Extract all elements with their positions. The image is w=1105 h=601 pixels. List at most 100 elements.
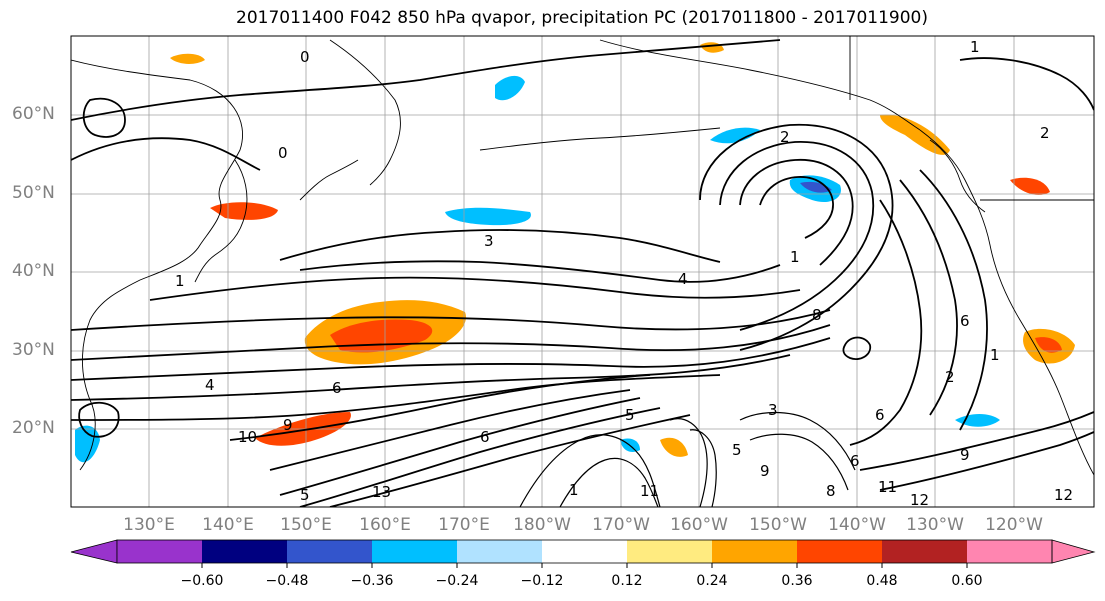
contour-label: 6 — [875, 406, 885, 424]
colorbar-tick-label: −0.12 — [520, 573, 564, 589]
precip-blob-alaska-coast — [880, 114, 950, 155]
contour-west-blob — [78, 401, 120, 438]
lat-label: 50°N — [12, 183, 55, 203]
coast-japan — [194, 159, 248, 283]
contour-label: 13 — [372, 483, 391, 501]
lon-label: 130°E — [123, 515, 175, 535]
contour-label: 4 — [678, 270, 688, 288]
contour-label: 6 — [332, 379, 342, 397]
trop-1 — [519, 434, 661, 507]
lon-label: 180°W — [513, 515, 571, 535]
contour-c2 — [71, 137, 261, 171]
precip-blob-california-core — [1035, 337, 1062, 353]
contour-label: 3 — [484, 232, 494, 250]
lat-label: 40°N — [12, 261, 55, 281]
trop-4 — [689, 429, 717, 507]
coastlines — [71, 36, 1094, 476]
colorbar-tick-label: −0.24 — [435, 573, 479, 589]
contour-label: 2 — [945, 368, 955, 386]
contour-label: 0 — [278, 144, 288, 162]
precip-blob-bc — [1010, 177, 1050, 195]
colorbar-tick-label: −0.60 — [180, 573, 224, 589]
contour-c13 — [279, 397, 641, 496]
contour-label: 12 — [910, 491, 929, 509]
trop-6 — [749, 433, 849, 491]
contour-label: 9 — [960, 446, 970, 464]
contour-swirl-4 — [759, 176, 834, 239]
contour-south-east — [859, 411, 1094, 471]
colorbar-bin — [797, 540, 882, 563]
colorbar-tick-label: −0.36 — [350, 573, 394, 589]
contour-label: 1 — [790, 248, 800, 266]
contour-label: 6 — [850, 452, 860, 470]
contour-label: 6 — [480, 428, 490, 446]
contour-label: 1 — [990, 346, 1000, 364]
contour-label: 5 — [300, 486, 310, 504]
colorbar-tick-label: 0.24 — [696, 573, 728, 589]
contour-label: 8 — [812, 306, 822, 324]
tropical-contours — [519, 411, 856, 507]
trop-2 — [559, 457, 659, 507]
contour-swirl-2 — [719, 141, 875, 331]
trop-5 — [739, 411, 856, 471]
lon-label: 140°E — [202, 515, 254, 535]
lon-label: 170°W — [592, 515, 650, 535]
contour-label: 12 — [1054, 486, 1073, 504]
colorbar-bin — [542, 540, 627, 563]
colorbar-bin — [712, 540, 797, 563]
lon-label: 130°W — [906, 515, 964, 535]
colorbar-left-arrow — [70, 539, 118, 564]
precip-blob-japan — [210, 202, 278, 220]
lat-label: 20°N — [12, 418, 55, 438]
contour-label: 3 — [768, 401, 778, 419]
lat-label: 60°N — [12, 104, 55, 124]
precip-blob-west — [75, 425, 100, 463]
contour-swirl-3 — [739, 159, 854, 266]
contour-east-loop — [849, 199, 923, 446]
colorbar-outline — [116, 539, 1053, 564]
contour-c10 — [71, 374, 721, 421]
colorbar-bin — [627, 540, 712, 563]
lon-label: 120°W — [985, 515, 1043, 535]
contour-label: 4 — [205, 376, 215, 394]
contour-east-loop-3 — [919, 169, 988, 431]
map-frame — [70, 35, 1095, 508]
contour-c9 — [71, 354, 791, 401]
contour-label: 1 — [569, 481, 579, 499]
lon-label: 150°W — [749, 515, 807, 535]
precip-blob-dateline — [445, 207, 531, 226]
contour-label: 10 — [238, 428, 257, 446]
contour-label: 11 — [640, 482, 659, 500]
contour-label: 5 — [625, 406, 635, 424]
coast-asia — [71, 59, 243, 471]
contour-c1 — [71, 39, 781, 121]
colorbar-tick-label: −0.48 — [265, 573, 309, 589]
contour-label: 5 — [732, 441, 742, 459]
precip-blob-gulf-dark — [800, 181, 832, 193]
contour-label: 2 — [1040, 124, 1050, 142]
coast-alaska — [599, 39, 921, 131]
contour-east-loop-2 — [899, 179, 958, 416]
contour-c14 — [299, 407, 661, 507]
precip-blob-aleutian-n — [495, 75, 525, 101]
colorbar-tick-label: 0.12 — [611, 573, 643, 589]
trop-3 — [669, 418, 708, 507]
contour-right-top — [959, 57, 1094, 111]
lon-label: 160°W — [670, 515, 728, 535]
coast-aleutians — [479, 127, 721, 151]
contour-label: 2 — [780, 128, 790, 146]
contour-c12 — [269, 389, 631, 471]
coast-na — [919, 129, 1094, 476]
contour-label: 1 — [175, 272, 185, 290]
colorbar-right-arrow — [1051, 539, 1096, 564]
colorbar-bin — [287, 540, 372, 563]
contour-label: 9 — [760, 462, 770, 480]
contour-swirl-1 — [699, 123, 894, 351]
contour-c11 — [229, 374, 651, 441]
contour-label: 0 — [300, 48, 310, 66]
lat-label: 30°N — [12, 340, 55, 360]
contour-c4 — [299, 260, 781, 283]
coast-kamchatka — [329, 39, 401, 186]
colorbar-bin — [117, 540, 202, 563]
